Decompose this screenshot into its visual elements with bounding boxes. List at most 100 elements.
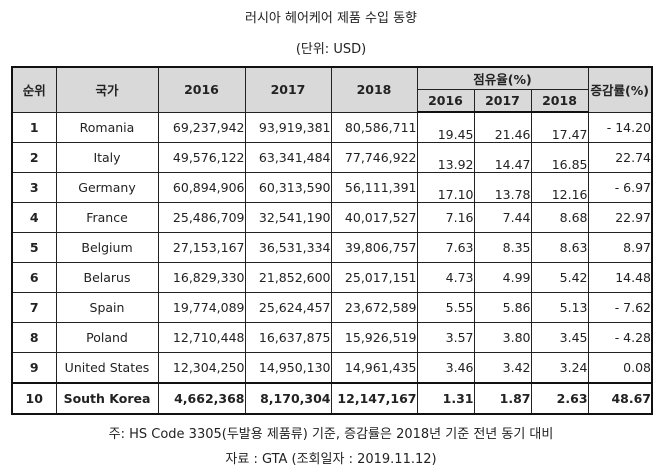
unit-label: (단위: USD)	[295, 42, 367, 57]
cell-2018: 40,017,527	[330, 202, 418, 233]
cell-rank: 10	[11, 382, 57, 415]
cell-share-2017: 14.47	[473, 142, 532, 173]
cell-change: 48.67	[587, 382, 653, 415]
cell-change: 22.74	[587, 142, 653, 173]
cell-share-2017: 3.80	[473, 322, 532, 353]
cell-share-2017: 13.78	[473, 172, 532, 203]
cell-share-2018: 5.42	[530, 262, 589, 293]
cell-change: - 6.97	[587, 172, 653, 203]
table-row: 6 Belarus 16,829,330 21,852,600 25,017,151 4.…	[11, 262, 653, 293]
table-row: 4 France 25,486,709 32,541,190 40,017,527 7.1…	[11, 202, 653, 233]
cell-country: Spain	[55, 292, 159, 323]
cell-country: Belarus	[55, 262, 159, 293]
cell-share-2016: 4.73	[416, 262, 475, 293]
header-share-2016: 2016	[416, 89, 475, 113]
cell-rank: 2	[11, 142, 57, 173]
cell-2017: 21,852,600	[244, 262, 332, 293]
footnote: 주: HS Code 3305(두발용 제품류) 기준, 증감률은 2018년 …	[108, 427, 554, 442]
cell-share-2016: 7.63	[416, 232, 475, 263]
cell-2018: 15,926,519	[330, 322, 418, 353]
cell-share-2018: 8.68	[530, 202, 589, 233]
cell-change: - 14.20	[587, 111, 653, 143]
cell-share-2017: 8.35	[473, 232, 532, 263]
cell-2016: 49,576,122	[157, 142, 246, 173]
header-2016: 2016	[157, 66, 246, 113]
cell-2018: 25,017,151	[330, 262, 418, 293]
cell-share-2017: 3.42	[473, 352, 532, 384]
cell-rank: 9	[11, 352, 57, 384]
cell-share-2016: 17.10	[416, 172, 475, 203]
cell-share-2018: 17.47	[530, 111, 589, 143]
source-note: 자료 : GTA (조회일자 : 2019.11.12)	[225, 452, 437, 467]
cell-rank: 4	[11, 202, 57, 233]
table-row: 9 United States 12,304,250 14,950,130 14,961…	[11, 352, 653, 384]
cell-2017: 8,170,304	[244, 382, 332, 415]
cell-change: - 4.28	[587, 322, 653, 353]
cell-share-2016: 19.45	[416, 111, 475, 143]
cell-change: 0.08	[587, 352, 653, 384]
cell-rank: 8	[11, 322, 57, 353]
header-share-2018: 2018	[530, 89, 589, 113]
header-2018: 2018	[330, 66, 418, 113]
cell-share-2018: 12.16	[530, 172, 589, 203]
cell-2017: 36,531,334	[244, 232, 332, 263]
cell-country: Germany	[55, 172, 159, 203]
cell-2016: 25,486,709	[157, 202, 246, 233]
cell-2017: 32,541,190	[244, 202, 332, 233]
cell-share-2017: 4.99	[473, 262, 532, 293]
cell-2017: 25,624,457	[244, 292, 332, 323]
cell-share-2016: 13.92	[416, 142, 475, 173]
cell-2017: 16,637,875	[244, 322, 332, 353]
cell-share-2018: 16.85	[530, 142, 589, 173]
cell-share-2018: 8.63	[530, 232, 589, 263]
cell-rank: 3	[11, 172, 57, 203]
cell-country: South Korea	[55, 382, 159, 415]
cell-country: France	[55, 202, 159, 233]
cell-country: United States	[55, 352, 159, 384]
cell-rank: 1	[11, 111, 57, 143]
cell-2018: 77,746,922	[330, 142, 418, 173]
cell-country: Romania	[55, 111, 159, 143]
header-subrow: 2016 2017 2018	[12, 89, 652, 113]
import-table: 순위 국가 2016 2017 2018 점유율(%) 증감률(%) 2016 …	[11, 66, 654, 415]
cell-2016: 12,710,448	[157, 322, 246, 353]
header-share: 점유율(%)	[416, 66, 589, 90]
header-rank: 순위	[11, 66, 57, 113]
cell-share-2018: 3.24	[530, 352, 589, 384]
cell-2018: 39,806,757	[330, 232, 418, 263]
header-share-2017: 2017	[473, 89, 532, 113]
cell-share-2018: 2.63	[530, 382, 589, 415]
cell-share-2016: 1.31	[416, 382, 475, 415]
cell-share-2016: 3.57	[416, 322, 475, 353]
cell-2016: 60,894,906	[157, 172, 246, 203]
cell-change: 14.48	[587, 262, 653, 293]
cell-share-2016: 3.46	[416, 352, 475, 384]
table-row: 5 Belgium 27,153,167 36,531,334 39,806,757 7.…	[11, 232, 653, 263]
table-row: 7 Spain 19,774,089 25,624,457 23,672,589 5.55…	[11, 292, 653, 323]
cell-2018: 12,147,167	[330, 382, 418, 415]
header-row: 순위 국가 2016 2017 2018 점유율(%) 증감률(%)	[11, 66, 653, 113]
cell-share-2016: 5.55	[416, 292, 475, 323]
cell-2016: 27,153,167	[157, 232, 246, 263]
cell-share-2017: 21.46	[473, 111, 532, 143]
table-row: 2 Italy 49,576,122 63,341,484 77,746,922 13.9…	[11, 142, 653, 173]
cell-share-2017: 1.87	[473, 382, 532, 415]
cell-2016: 69,237,942	[157, 111, 246, 143]
cell-2016: 19,774,089	[157, 292, 246, 323]
cell-country: Poland	[55, 322, 159, 353]
cell-share-2018: 3.45	[530, 322, 589, 353]
header-2017: 2017	[244, 66, 332, 113]
cell-2018: 23,672,589	[330, 292, 418, 323]
cell-rank: 5	[11, 232, 57, 263]
cell-2018: 80,586,711	[330, 111, 418, 143]
cell-2017: 63,341,484	[244, 142, 332, 173]
header-country: 국가	[55, 66, 159, 113]
table-row: 1 Romania 69,237,942 93,919,381 80,586,711 19…	[11, 111, 653, 143]
cell-2017: 93,919,381	[244, 111, 332, 143]
cell-change: 8.97	[587, 232, 653, 263]
table-row: 8 Poland 12,710,448 16,637,875 15,926,519 3.5…	[11, 322, 653, 353]
cell-change: - 7.62	[587, 292, 653, 323]
cell-share-2018: 5.13	[530, 292, 589, 323]
cell-country: Italy	[55, 142, 159, 173]
table-title: 러시아 헤어케어 제품 수입 동향	[244, 11, 417, 26]
